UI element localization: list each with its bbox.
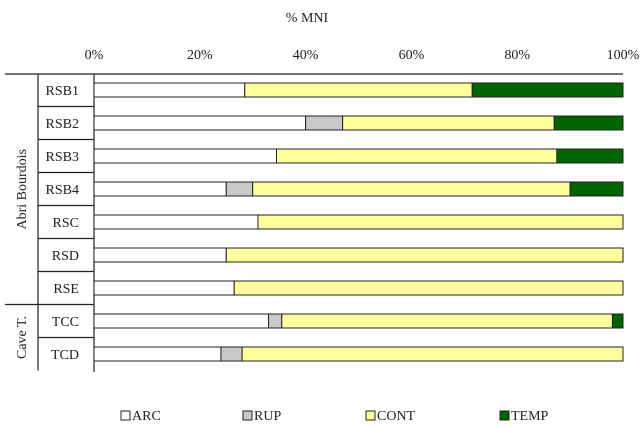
bar-segment-cont bbox=[225, 247, 624, 263]
legend-label: CONT bbox=[377, 409, 416, 424]
x-axis-ticks: 0% 20% 40% 60% 80% 100% bbox=[85, 48, 640, 63]
bar-segment-arc bbox=[93, 115, 307, 131]
bar-segment-rup bbox=[220, 346, 243, 362]
bar-segment-rup bbox=[305, 115, 344, 131]
bar-segment-rup bbox=[225, 181, 254, 197]
legend-swatch-cont bbox=[365, 410, 376, 421]
row-label: TCC bbox=[52, 315, 79, 330]
x-tick-label: 20% bbox=[187, 48, 213, 63]
bar-segment-cont bbox=[244, 82, 473, 98]
legend-label: TEMP bbox=[511, 409, 549, 424]
legend: ARC RUP CONT TEMP bbox=[120, 409, 549, 424]
bar-segment-cont bbox=[276, 148, 558, 164]
row-labels: RSB1 RSB2 RSB3 RSB4 RSC RSD RSE TCC TCD bbox=[38, 84, 94, 363]
bar-segment-arc bbox=[93, 82, 246, 98]
bar-segment-arc bbox=[93, 280, 235, 296]
row-label: RSB2 bbox=[46, 117, 79, 132]
row-label: TCD bbox=[51, 348, 79, 363]
legend-swatch-arc bbox=[120, 410, 131, 421]
row-label: RSE bbox=[53, 282, 79, 297]
group-label: Abri Bourdois bbox=[15, 149, 30, 230]
bar-segment-temp bbox=[611, 313, 624, 329]
legend-swatch-rup bbox=[242, 410, 253, 421]
row-label: RSD bbox=[52, 249, 79, 264]
legend-swatch-temp bbox=[499, 410, 510, 421]
bar-segment-cont bbox=[233, 280, 624, 296]
bars bbox=[93, 82, 624, 362]
bar-segment-arc bbox=[93, 181, 227, 197]
bar-segment-temp bbox=[556, 148, 624, 164]
group-label: Cave T. bbox=[15, 316, 30, 359]
bar-segment-arc bbox=[93, 313, 270, 329]
row-label: RSB4 bbox=[46, 183, 79, 198]
bar-segment-cont bbox=[281, 313, 613, 329]
bar-segment-arc bbox=[93, 346, 222, 362]
axis-title: % MNI bbox=[286, 11, 329, 26]
bar-segment-cont bbox=[257, 214, 624, 230]
bar-segment-temp bbox=[553, 115, 624, 131]
bar-segment-arc bbox=[93, 214, 259, 230]
row-label: RSB1 bbox=[46, 84, 79, 99]
row-label: RSC bbox=[53, 216, 79, 231]
bar-segment-arc bbox=[93, 148, 278, 164]
bar-segment-temp bbox=[569, 181, 624, 197]
bar-segment-rup bbox=[268, 313, 283, 329]
bar-segment-temp bbox=[471, 82, 624, 98]
x-tick-label: 60% bbox=[399, 48, 425, 63]
bar-segment-cont bbox=[342, 115, 555, 131]
legend-label: RUP bbox=[254, 409, 281, 424]
group-labels: Abri Bourdois Cave T. bbox=[5, 73, 94, 371]
bar-segment-cont bbox=[241, 346, 624, 362]
row-label: RSB3 bbox=[46, 150, 79, 165]
x-tick-label: 0% bbox=[85, 48, 104, 63]
x-tick-label: 80% bbox=[504, 48, 530, 63]
bar-segment-arc bbox=[93, 247, 227, 263]
x-tick-label: 100% bbox=[607, 48, 640, 63]
legend-label: ARC bbox=[132, 409, 161, 424]
bar-segment-cont bbox=[252, 181, 571, 197]
x-tick-label: 40% bbox=[293, 48, 319, 63]
